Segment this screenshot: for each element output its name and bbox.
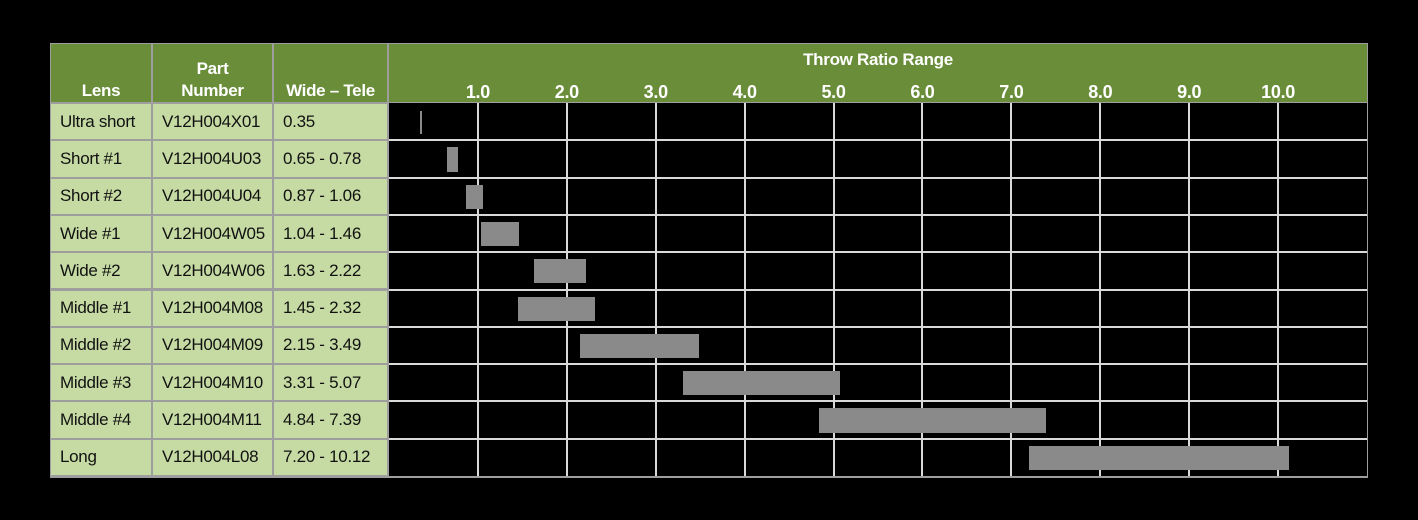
grid-line-horizontal (389, 288, 1367, 291)
range-bar (517, 296, 596, 321)
header-lens-label: Lens (81, 81, 121, 100)
header-chart: Throw Ratio Range 1.0 2.0 3.0 4.0 5.0 6.0 7.0 8… (389, 44, 1367, 102)
lens-cell: Middle #4 (51, 402, 151, 438)
wide-tele-cell: 1.63 - 2.22 (274, 253, 387, 289)
wide-tele-cell: 1.45 - 2.32 (274, 290, 387, 326)
x-tick-label: 2.0 (554, 82, 579, 102)
wide-tele-cell: 2.15 - 3.49 (274, 327, 387, 364)
lens-cell: Middle #2 (51, 327, 151, 364)
part-number-cell: V12H004W06 (153, 253, 272, 289)
grid-line-horizontal (389, 213, 1367, 216)
throw-ratio-table: Lens Part Number Wide – Tele Throw Ratio… (50, 43, 1368, 478)
x-tick-label: 6.0 (910, 82, 935, 102)
range-bar (683, 371, 840, 396)
part-number-cell: V12H004M08 (153, 290, 272, 326)
x-tick-label: 4.0 (732, 82, 757, 102)
wide-tele-cell: 3.31 - 5.07 (274, 365, 387, 401)
lens-cell: Wide #2 (51, 253, 151, 289)
header-part-label: Part (196, 59, 229, 78)
lens-cell: Short #1 (51, 141, 151, 177)
chart-plot-area (389, 103, 1367, 476)
wide-tele-cell: 0.35 (274, 104, 387, 140)
part-number-cell: V12H004W05 (153, 215, 272, 252)
lens-cell: Wide #1 (51, 215, 151, 252)
lens-cell: Middle #1 (51, 290, 151, 326)
lens-cell: Middle #3 (51, 365, 151, 401)
x-tick-label: 8.0 (1088, 82, 1113, 102)
header-number-label: Number (181, 81, 244, 100)
part-number-cell: V12H004M11 (153, 402, 272, 438)
part-number-cell: V12H004U03 (153, 141, 272, 177)
wide-tele-cell: 1.04 - 1.46 (274, 215, 387, 252)
range-bar (1029, 445, 1289, 470)
part-number-cell: V12H004M10 (153, 365, 272, 401)
header-wide-tele: Wide – Tele (274, 44, 387, 102)
grid-line-horizontal (389, 139, 1367, 142)
chart-title: Throw Ratio Range (803, 50, 953, 69)
lens-cell: Short #2 (51, 178, 151, 214)
header-part-number: Part Number (153, 44, 272, 102)
part-number-cell: V12H004L08 (153, 439, 272, 475)
grid-line-horizontal (389, 251, 1367, 254)
header-range-label: Wide – Tele (286, 81, 375, 100)
part-number-cell: V12H004U04 (153, 178, 272, 214)
x-tick-label: 5.0 (821, 82, 846, 102)
range-bar (420, 111, 423, 135)
part-number-cell: V12H004X01 (153, 104, 272, 140)
grid-line-horizontal (389, 437, 1367, 440)
lens-cell: Long (51, 439, 151, 475)
grid-line-horizontal (389, 400, 1367, 403)
x-tick-label: 9.0 (1177, 82, 1202, 102)
wide-tele-cell: 4.84 - 7.39 (274, 402, 387, 438)
range-bar (580, 333, 700, 359)
header-lens: Lens (51, 44, 151, 102)
grid-line-horizontal (389, 325, 1367, 328)
x-tick-label: 10.0 (1261, 82, 1295, 102)
x-tick-label: 7.0 (999, 82, 1024, 102)
range-bar (819, 408, 1047, 433)
grid-line-horizontal (389, 363, 1367, 366)
x-tick-label: 1.0 (465, 82, 490, 102)
range-bar (446, 147, 459, 172)
grid-line-horizontal (389, 176, 1367, 179)
range-bar (481, 221, 519, 247)
part-number-cell: V12H004M09 (153, 327, 272, 364)
wide-tele-cell: 0.65 - 0.78 (274, 141, 387, 177)
wide-tele-cell: 7.20 - 10.12 (274, 439, 387, 475)
range-bar (533, 259, 587, 284)
wide-tele-cell: 0.87 - 1.06 (274, 178, 387, 214)
range-bar (466, 184, 484, 209)
lens-cell: Ultra short (51, 104, 151, 140)
x-tick-label: 3.0 (643, 82, 668, 102)
